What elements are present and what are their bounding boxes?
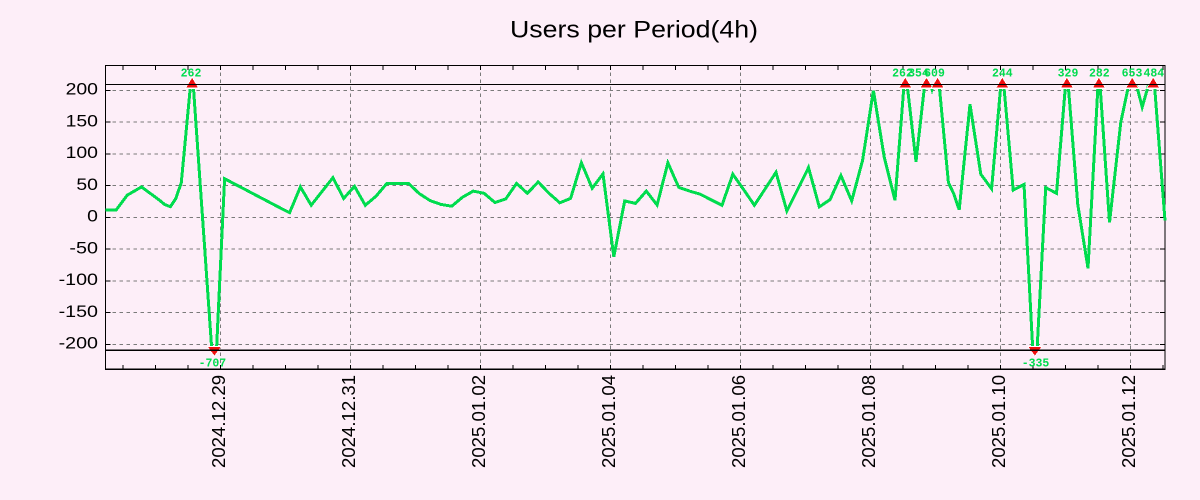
svg-text:50: 50 [76, 175, 98, 194]
svg-text:329: 329 [1058, 67, 1079, 80]
svg-text:2025.01.04: 2025.01.04 [598, 375, 619, 468]
svg-text:200: 200 [66, 80, 98, 99]
svg-text:282: 282 [1089, 67, 1110, 80]
svg-text:262: 262 [181, 67, 202, 80]
svg-text:2024.12.29: 2024.12.29 [208, 375, 229, 468]
svg-text:-335: -335 [1022, 357, 1050, 370]
svg-text:-707: -707 [199, 357, 227, 370]
svg-text:484: 484 [1143, 67, 1164, 80]
svg-text:-150: -150 [59, 302, 98, 321]
svg-text:609: 609 [924, 67, 945, 80]
svg-text:2025.01.10: 2025.01.10 [988, 375, 1009, 468]
svg-text:2025.01.06: 2025.01.06 [728, 375, 749, 468]
svg-text:653: 653 [1122, 67, 1143, 80]
svg-text:-200: -200 [59, 334, 98, 353]
svg-text:2025.01.08: 2025.01.08 [858, 375, 879, 468]
svg-text:354: 354 [908, 67, 929, 80]
svg-text:0: 0 [87, 207, 98, 226]
svg-text:Users per Period(4h): Users per Period(4h) [510, 17, 758, 44]
svg-text:262: 262 [892, 67, 913, 80]
svg-text:150: 150 [66, 111, 98, 130]
svg-text:2025.01.12: 2025.01.12 [1118, 375, 1139, 468]
svg-text:-100: -100 [59, 270, 98, 289]
svg-text:2024.12.31: 2024.12.31 [338, 375, 359, 468]
svg-text:-50: -50 [69, 238, 98, 257]
svg-text:244: 244 [992, 67, 1013, 80]
svg-text:2025.01.02: 2025.01.02 [468, 375, 489, 468]
svg-text:100: 100 [66, 143, 98, 162]
